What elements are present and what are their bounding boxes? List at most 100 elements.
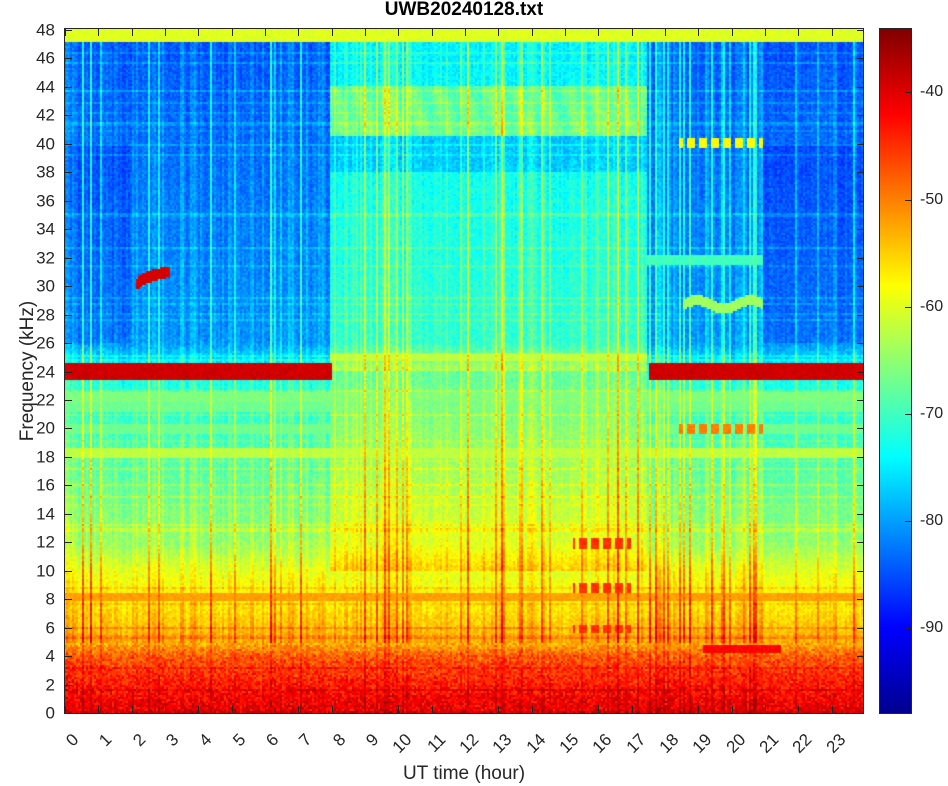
y-tick-label: 32 bbox=[36, 248, 55, 268]
x-tick-label: 2 bbox=[128, 730, 150, 751]
x-tick bbox=[665, 29, 666, 36]
y-tick bbox=[65, 30, 72, 31]
x-tick-label: 7 bbox=[295, 730, 316, 751]
x-tick-label: 22 bbox=[788, 730, 816, 757]
x-tick bbox=[331, 706, 333, 713]
y-tick-label: 14 bbox=[36, 504, 55, 524]
x-tick-label: 23 bbox=[822, 730, 850, 757]
y-tick-label: 26 bbox=[36, 333, 55, 353]
x-tick-label: 1 bbox=[95, 730, 116, 751]
x-tick bbox=[231, 29, 233, 36]
y-tick-label: 18 bbox=[36, 447, 55, 467]
x-tick-label: 19 bbox=[688, 730, 716, 757]
y-tick-label: 48 bbox=[36, 20, 55, 40]
x-tick bbox=[631, 29, 633, 36]
y-tick bbox=[65, 115, 72, 117]
colorbar-tick-label: -50 bbox=[920, 190, 944, 208]
x-tick-label: 20 bbox=[722, 730, 750, 757]
y-tick bbox=[65, 428, 72, 430]
x-tick bbox=[398, 29, 400, 36]
colorbar-tick-label: -60 bbox=[920, 297, 944, 315]
x-tick bbox=[431, 29, 433, 36]
x-tick-label: 0 bbox=[62, 730, 83, 751]
y-tick bbox=[65, 513, 72, 515]
x-tick bbox=[231, 706, 233, 713]
chart-title: UWB20240128.txt bbox=[384, 0, 544, 20]
colorbar-tick bbox=[905, 306, 911, 308]
y-tick bbox=[65, 257, 72, 259]
spectrogram-heatmap bbox=[65, 29, 863, 713]
x-tick bbox=[765, 706, 766, 713]
x-tick bbox=[598, 706, 600, 713]
y-tick bbox=[857, 371, 864, 373]
x-tick bbox=[365, 706, 366, 713]
x-tick bbox=[731, 29, 733, 36]
y-tick bbox=[857, 399, 864, 401]
x-tick-label: 16 bbox=[588, 730, 616, 757]
y-tick bbox=[65, 229, 72, 231]
x-tick bbox=[65, 706, 66, 713]
x-tick bbox=[131, 29, 133, 36]
y-tick bbox=[65, 456, 72, 458]
y-tick bbox=[857, 513, 864, 515]
x-tick bbox=[131, 706, 133, 713]
y-tick-label: 44 bbox=[36, 77, 55, 97]
x-tick bbox=[431, 706, 433, 713]
y-tick-label: 40 bbox=[36, 134, 55, 154]
y-tick bbox=[65, 200, 72, 202]
x-tick bbox=[265, 706, 266, 713]
x-tick-label: 13 bbox=[488, 730, 516, 757]
x-tick-label: 11 bbox=[423, 730, 450, 756]
x-tick-label: 17 bbox=[622, 730, 650, 757]
y-tick-label: 8 bbox=[45, 589, 55, 609]
y-tick bbox=[857, 599, 864, 601]
x-tick-label: 8 bbox=[328, 730, 350, 751]
y-tick bbox=[65, 599, 72, 601]
x-tick bbox=[165, 706, 166, 713]
y-tick bbox=[857, 656, 864, 658]
y-tick-label: 28 bbox=[36, 305, 55, 325]
colorbar-tick bbox=[905, 413, 911, 415]
y-tick bbox=[857, 58, 864, 60]
y-tick-label: 0 bbox=[45, 703, 55, 723]
y-tick bbox=[65, 656, 72, 658]
x-tick bbox=[531, 29, 533, 36]
y-tick bbox=[65, 399, 72, 401]
y-tick bbox=[857, 485, 864, 487]
y-tick bbox=[65, 86, 72, 88]
y-tick-label: 38 bbox=[36, 162, 55, 182]
y-tick bbox=[857, 570, 864, 572]
y-tick bbox=[857, 627, 864, 629]
x-tick bbox=[465, 706, 466, 713]
y-tick bbox=[65, 58, 72, 60]
x-axis-label: UT time (hour) bbox=[402, 763, 526, 784]
y-tick bbox=[65, 713, 72, 714]
x-tick bbox=[565, 706, 566, 713]
colorbar-tick bbox=[905, 521, 911, 523]
y-tick bbox=[857, 257, 864, 259]
x-tick bbox=[698, 706, 700, 713]
y-tick bbox=[857, 143, 864, 145]
y-tick bbox=[857, 286, 864, 288]
colorbar-tick bbox=[905, 92, 911, 94]
x-tick-label: 9 bbox=[362, 730, 383, 751]
y-tick-label: 24 bbox=[36, 362, 55, 381]
y-tick-label: 34 bbox=[36, 219, 55, 239]
y-tick-label: 22 bbox=[36, 390, 55, 410]
y-tick bbox=[65, 485, 72, 487]
colorbar-tick-label: -40 bbox=[920, 83, 944, 101]
y-tick bbox=[857, 30, 864, 31]
y-tick bbox=[857, 343, 864, 345]
y-tick bbox=[857, 456, 864, 458]
y-tick bbox=[857, 115, 864, 117]
x-tick-label: 6 bbox=[262, 730, 283, 751]
x-tick-label: 15 bbox=[555, 730, 583, 757]
y-tick-label: 16 bbox=[36, 475, 55, 495]
y-tick bbox=[857, 542, 864, 544]
x-tick bbox=[831, 706, 833, 713]
x-tick bbox=[698, 29, 700, 36]
x-tick bbox=[565, 29, 566, 36]
y-tick-label: 30 bbox=[36, 276, 55, 296]
x-tick-label: 18 bbox=[655, 730, 683, 757]
x-tick bbox=[798, 706, 800, 713]
